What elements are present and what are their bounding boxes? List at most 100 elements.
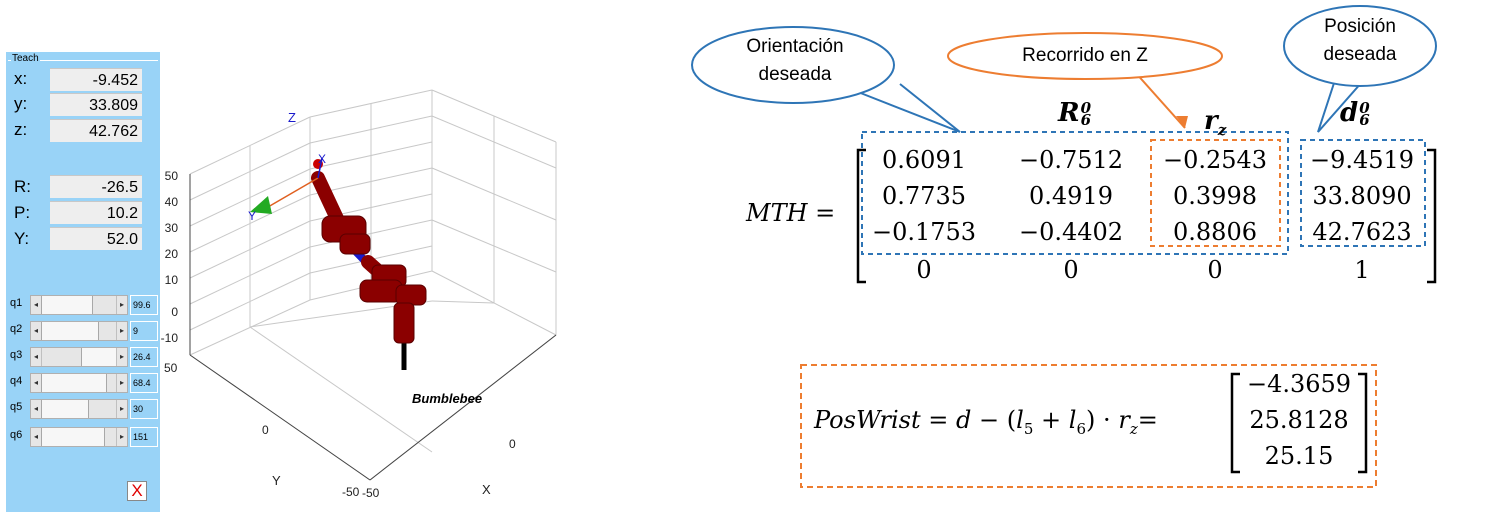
l6-sub: 6 bbox=[1076, 419, 1087, 438]
robot-link bbox=[393, 302, 415, 344]
q6-right-arrow-icon[interactable]: ▸ bbox=[116, 428, 127, 446]
q2-label: q2 bbox=[10, 323, 23, 335]
header-r-sub: z bbox=[1217, 121, 1227, 140]
position-line1: Posición bbox=[1324, 16, 1396, 37]
rotation-box bbox=[861, 131, 1289, 255]
q2-thumb[interactable] bbox=[41, 322, 99, 340]
matrix-cell: 0.4919 bbox=[1029, 182, 1113, 210]
header-R: R bbox=[1058, 98, 1080, 128]
poswrist-box bbox=[800, 364, 1377, 488]
x-tick: 0 bbox=[509, 437, 516, 451]
matrix-cell: 0.6091 bbox=[882, 146, 966, 174]
frame-axis bbox=[317, 157, 323, 179]
header-rz: rz bbox=[1204, 106, 1226, 139]
poswrist-lhs: PosWrist bbox=[814, 406, 921, 434]
yaw-label: Y: bbox=[14, 229, 30, 248]
vector-cell: 25.8128 bbox=[1249, 406, 1349, 434]
q1-slider[interactable]: ◂ ▸ bbox=[30, 295, 128, 315]
matrix-cell: 1 bbox=[1354, 256, 1370, 284]
z-tick: 20 bbox=[165, 247, 179, 261]
y-tick-labels: 50 0 -50 bbox=[164, 361, 360, 499]
q2-value[interactable]: 9 bbox=[130, 321, 158, 341]
q3-left-arrow-icon[interactable]: ◂ bbox=[31, 348, 42, 366]
z-tick: 40 bbox=[165, 195, 179, 209]
annotation-layer bbox=[691, 5, 1437, 488]
pitch-label: P: bbox=[14, 203, 31, 222]
l5-symbol: l bbox=[1016, 406, 1024, 434]
q2-right-arrow-icon[interactable]: ▸ bbox=[116, 322, 127, 340]
q6-label: q6 bbox=[10, 429, 23, 441]
plot-axes bbox=[189, 174, 557, 481]
matrix-cell: −0.2543 bbox=[1162, 146, 1268, 174]
yaw-value: 52.0 bbox=[50, 227, 142, 250]
r-symbol: r bbox=[1118, 406, 1130, 434]
q4-value[interactable]: 68.4 bbox=[130, 373, 158, 393]
header-r: r bbox=[1204, 106, 1218, 136]
q5-value[interactable]: 30 bbox=[130, 399, 158, 419]
open-paren: ( bbox=[1006, 406, 1017, 434]
z-tick-labels: 50 40 30 20 10 0 -10 bbox=[161, 169, 179, 345]
q6-thumb[interactable] bbox=[41, 428, 105, 446]
teach-panel: Teach x: -9.452 y: 33.809 z: 42.762 R: -… bbox=[6, 52, 160, 512]
q3-thumb[interactable] bbox=[81, 348, 117, 366]
robot-joint bbox=[339, 233, 371, 255]
q5-label: q5 bbox=[10, 401, 23, 413]
q3-slider[interactable]: ◂ ▸ bbox=[30, 347, 128, 367]
roll-label: R: bbox=[14, 177, 31, 196]
q5-slider[interactable]: ◂ ▸ bbox=[30, 399, 128, 419]
frame-y-label: Y bbox=[248, 209, 256, 223]
matrix-cell: 33.8090 bbox=[1312, 182, 1412, 210]
q6-value[interactable]: 151 bbox=[130, 427, 158, 447]
position-line2: deseada bbox=[1323, 44, 1397, 65]
z-tick: 0 bbox=[171, 305, 178, 319]
d-box bbox=[1300, 139, 1426, 247]
header-R-sup: 0 bbox=[1080, 99, 1092, 117]
q4-thumb[interactable] bbox=[41, 374, 107, 392]
q5-right-arrow-icon[interactable]: ▸ bbox=[116, 400, 127, 418]
y-tick: -50 bbox=[342, 485, 360, 499]
travel-z-callout bbox=[947, 32, 1223, 129]
q1-label: q1 bbox=[10, 297, 23, 309]
q4-slider[interactable]: ◂ ▸ bbox=[30, 373, 128, 393]
q4-label: q4 bbox=[10, 375, 23, 387]
q5-thumb[interactable] bbox=[41, 400, 89, 418]
x-value: -9.452 bbox=[50, 68, 142, 91]
q1-right-arrow-icon[interactable]: ▸ bbox=[116, 296, 127, 314]
q1-value[interactable]: 99.6 bbox=[130, 295, 158, 315]
minus-sign: − bbox=[979, 406, 1000, 434]
matrix-cell: 0.8806 bbox=[1173, 218, 1257, 246]
x-label: x: bbox=[14, 69, 28, 88]
mth-label: MTH = bbox=[746, 199, 836, 227]
y-label: y: bbox=[14, 94, 28, 113]
z-tick: -10 bbox=[161, 331, 179, 345]
orientation-callout-text: Orientación deseada bbox=[730, 36, 860, 86]
roll-value: -26.5 bbox=[50, 175, 142, 198]
matrix-left-bracket bbox=[856, 148, 866, 284]
dot-operator: · bbox=[1103, 406, 1111, 434]
y-tick: 50 bbox=[164, 361, 178, 375]
orientation-line1: Orientación bbox=[746, 36, 844, 57]
matrix-cell: −0.1753 bbox=[871, 218, 977, 246]
vector-cell: −4.3659 bbox=[1246, 370, 1352, 398]
matrix-cell: 0.3998 bbox=[1173, 182, 1257, 210]
header-d-sub: 6 bbox=[1359, 111, 1370, 129]
close-button[interactable]: X bbox=[127, 481, 147, 501]
q2-slider[interactable]: ◂ ▸ bbox=[30, 321, 128, 341]
header-d: d bbox=[1340, 98, 1359, 128]
matrix-cell: 0 bbox=[916, 256, 932, 284]
q1-thumb[interactable] bbox=[41, 296, 93, 314]
orientation-line2: deseada bbox=[758, 64, 832, 85]
q6-slider[interactable]: ◂ ▸ bbox=[30, 427, 128, 447]
matrix-cell: −0.7512 bbox=[1018, 146, 1124, 174]
q4-right-arrow-icon[interactable]: ▸ bbox=[116, 374, 127, 392]
matrix-cell: 0 bbox=[1207, 256, 1223, 284]
close-paren: ) bbox=[1086, 406, 1096, 434]
q3-value[interactable]: 26.4 bbox=[130, 347, 158, 367]
frame-arrow-icon bbox=[250, 196, 272, 214]
eq-sign-2: = bbox=[1137, 406, 1158, 434]
q3-right-arrow-icon[interactable]: ▸ bbox=[116, 348, 127, 366]
x-axis-label: X bbox=[482, 482, 491, 497]
y-axis-label: Y bbox=[272, 473, 281, 488]
frame-axis bbox=[267, 177, 319, 208]
